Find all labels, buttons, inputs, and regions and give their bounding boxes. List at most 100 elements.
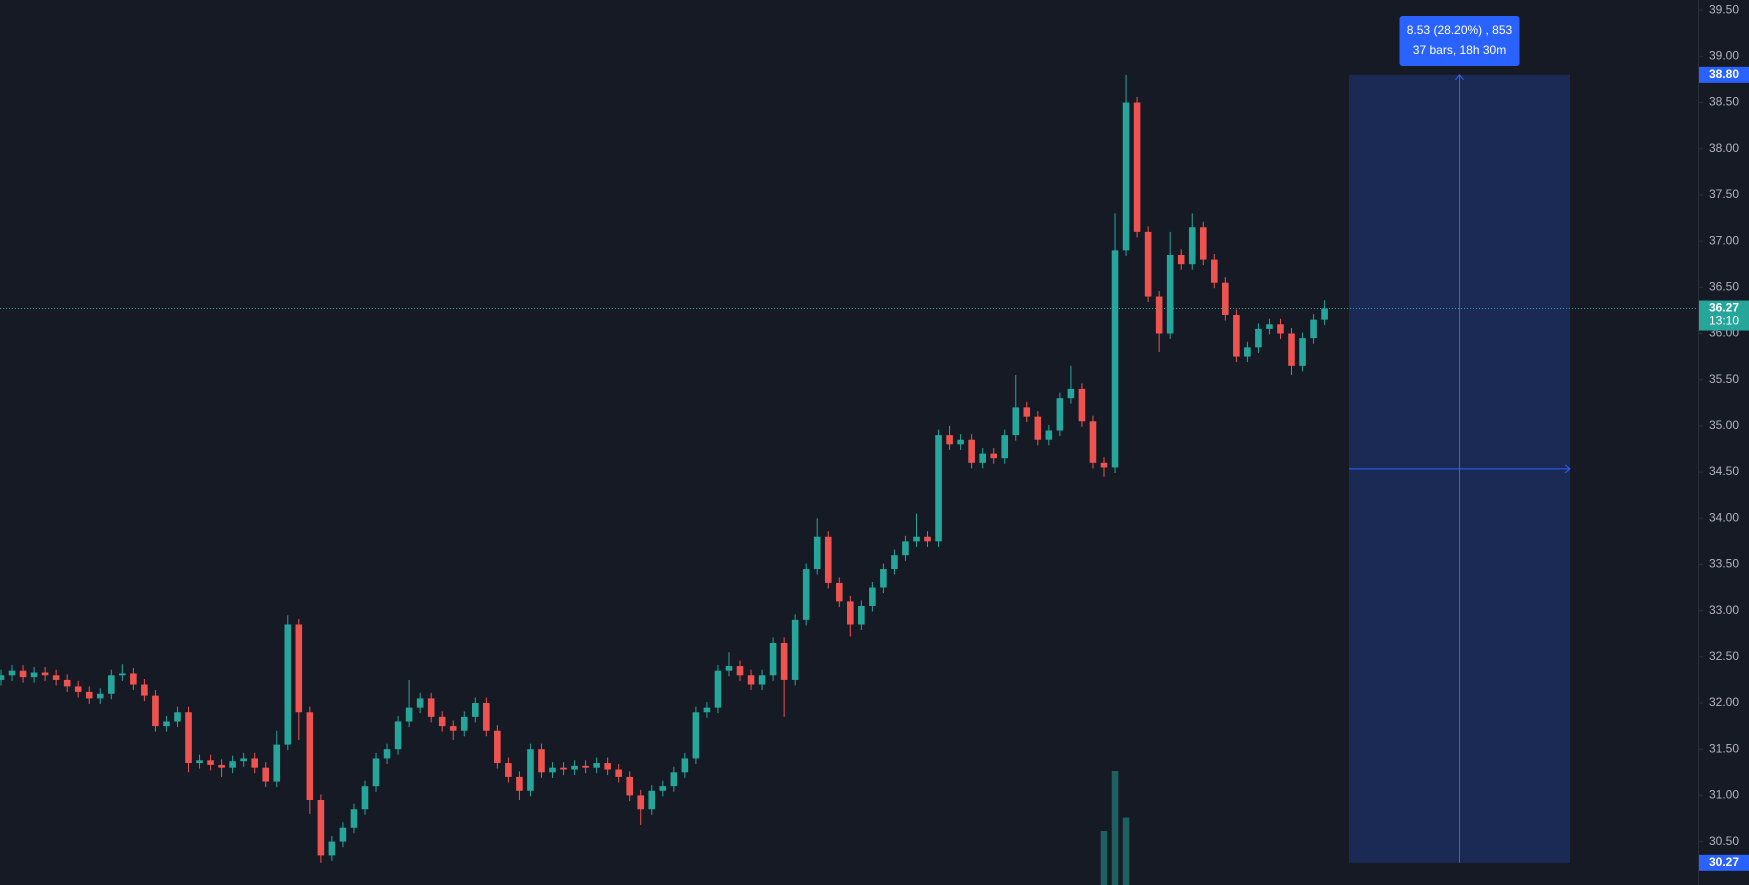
candle-body [924, 536, 931, 542]
candle-body [152, 695, 159, 727]
candle-body [1089, 421, 1097, 463]
candle-body [538, 749, 545, 773]
candle-body [41, 672, 49, 676]
candle-body [1034, 416, 1042, 440]
candle-body [19, 670, 27, 678]
measure-tooltip [1399, 16, 1520, 66]
candle-body [692, 712, 700, 759]
candle-body [747, 675, 755, 685]
candle-body [1233, 315, 1240, 357]
candle-body [990, 453, 997, 459]
candle-body [8, 670, 16, 676]
candle-body [63, 679, 71, 687]
candle-body [802, 569, 810, 620]
candle-body [96, 693, 104, 699]
volume-bar [1111, 771, 1119, 885]
candle-body [361, 786, 369, 810]
candle-body [1177, 254, 1185, 265]
candle-body [372, 758, 380, 787]
candle-body [1188, 227, 1196, 265]
candle-body [394, 721, 402, 750]
candle-body [516, 776, 523, 791]
measure-axis-box [1699, 66, 1749, 83]
candle-body [571, 765, 578, 770]
candle-body [1100, 462, 1108, 468]
candle-body [427, 698, 435, 717]
candle-body [593, 763, 600, 768]
candle-body [494, 730, 501, 764]
candle-body [1012, 407, 1020, 436]
volume-bar [1100, 831, 1108, 885]
candle-body [438, 716, 446, 727]
y-tick-label: 33.50 [1709, 557, 1739, 571]
y-tick-label: 32.00 [1709, 695, 1739, 709]
candle-body [946, 435, 953, 445]
y-tick-label: 36.50 [1709, 279, 1739, 293]
candle-body [108, 675, 115, 694]
y-tick-label: 35.50 [1709, 372, 1739, 386]
candle-body [1277, 324, 1284, 334]
candle-body [1211, 259, 1218, 283]
candle-body [681, 758, 689, 773]
candle-body [935, 435, 942, 542]
candle-body [714, 670, 722, 708]
y-tick-label: 35.00 [1709, 418, 1739, 432]
y-tick-label: 31.50 [1709, 741, 1739, 755]
candle-body [902, 541, 909, 556]
candle-body [1023, 407, 1031, 417]
measure-axis-label: 38.80 [1709, 67, 1739, 81]
candle-body [52, 675, 60, 680]
candle-body [780, 642, 788, 680]
last-price-box [1699, 300, 1749, 331]
candle-body [615, 769, 622, 777]
candle-body [835, 582, 843, 602]
candle-body [880, 569, 887, 588]
candle-body [119, 673, 126, 676]
candle-body [1111, 250, 1119, 468]
measure-axis-box [1699, 854, 1749, 871]
candle-body [1067, 388, 1075, 399]
candle-body [824, 536, 832, 583]
candle-body [703, 707, 711, 713]
candle-body [1144, 231, 1152, 297]
measure-tooltip-line: 37 bars, 18h 30m [1413, 43, 1506, 57]
candle-body [659, 786, 667, 791]
candle-body [350, 809, 358, 828]
candle-body [505, 763, 512, 777]
candle-body [1056, 398, 1064, 431]
candle-body [483, 703, 490, 731]
candle-body [1045, 430, 1053, 440]
candle-body [273, 744, 281, 782]
y-tick-label: 37.00 [1709, 233, 1739, 247]
candle-body [317, 800, 325, 856]
candle-body [1244, 347, 1251, 357]
candle-body [1310, 319, 1317, 339]
candle-body [207, 760, 214, 765]
candle-body [262, 767, 270, 782]
candle-body [979, 453, 986, 463]
candle-body [328, 841, 336, 856]
candle-body [1321, 308, 1328, 320]
candle-body [736, 666, 744, 676]
candle-body [85, 691, 93, 699]
candle-body [560, 767, 567, 770]
candle-body [460, 716, 468, 731]
y-tick-label: 34.50 [1709, 464, 1739, 478]
candle-body [74, 686, 82, 692]
y-tick-label: 38.50 [1709, 95, 1739, 109]
y-tick-label: 38.00 [1709, 141, 1739, 155]
candle-body [847, 601, 854, 625]
y-tick-label: 30.50 [1709, 834, 1739, 848]
candle-body [251, 758, 258, 768]
candle-body [229, 761, 236, 768]
candle-body [306, 712, 314, 801]
candle-body [185, 712, 192, 764]
candle-body [637, 795, 645, 810]
candle-body [1266, 324, 1273, 329]
candle-body [0, 675, 5, 680]
candle-body [240, 758, 247, 762]
candle-body [1122, 102, 1130, 251]
y-tick-label: 33.00 [1709, 603, 1739, 617]
candle-body [163, 721, 170, 727]
candle-body [648, 790, 656, 810]
